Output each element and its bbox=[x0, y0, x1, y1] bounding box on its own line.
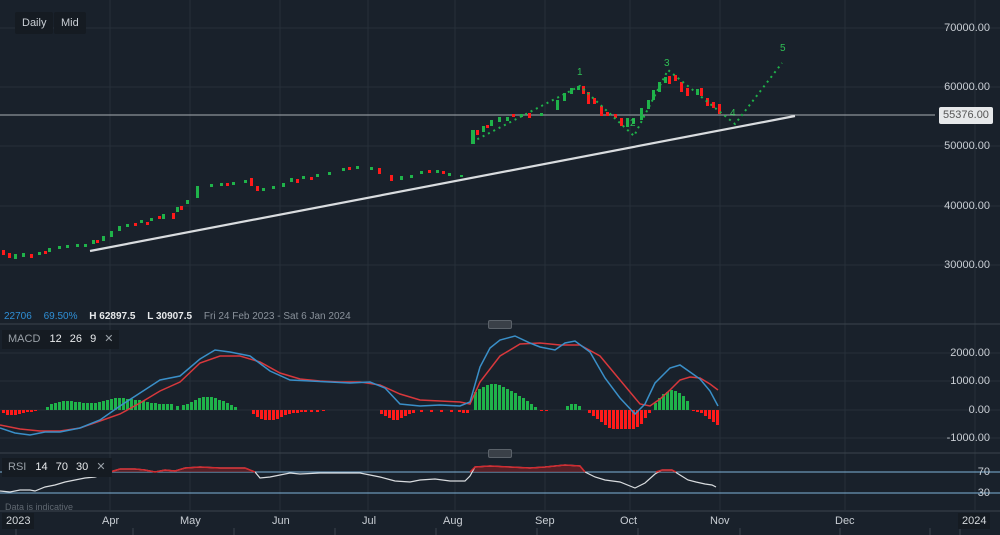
rsi-axis-label: 30 bbox=[977, 487, 990, 499]
macd-param-slow: 26 bbox=[69, 333, 83, 345]
macd-signal-line bbox=[0, 342, 719, 432]
macd-line bbox=[0, 335, 719, 436]
wave-label-5: 5 bbox=[780, 43, 786, 54]
price-axis-label: 50000.00 bbox=[944, 140, 990, 152]
x-axis-month: Sep bbox=[535, 515, 555, 527]
x-axis-month: Jul bbox=[362, 515, 377, 527]
volume-value: 22706 bbox=[4, 311, 32, 322]
wave-label-3: 3 bbox=[664, 58, 670, 69]
x-axis-month: Nov bbox=[710, 515, 730, 527]
rsi-param-lower: 30 bbox=[76, 461, 89, 473]
macd-param-fast: 12 bbox=[49, 333, 62, 345]
data-indicative-note: Data is indicative bbox=[5, 502, 74, 512]
price-axis-label: 60000.00 bbox=[944, 81, 990, 93]
x-axis-end-year: 2024 bbox=[958, 513, 991, 529]
low-value: L 30907.5 bbox=[147, 311, 193, 322]
wave-label-2: 2 bbox=[630, 118, 636, 129]
macd-axis-label: 1000.00 bbox=[950, 375, 990, 387]
elliott-wave-path bbox=[471, 62, 783, 143]
price-axis-label: 40000.00 bbox=[944, 200, 990, 212]
rsi-indicator-label[interactable]: RSI 14 70 30 ✕ bbox=[2, 458, 112, 477]
macd-name: MACD bbox=[8, 333, 41, 345]
panel-resize-handle[interactable] bbox=[488, 320, 512, 329]
x-axis-month: May bbox=[180, 515, 201, 527]
rsi-axis-label: 70 bbox=[977, 466, 990, 478]
rsi-param-period: 14 bbox=[35, 461, 48, 473]
support-trendline bbox=[89, 114, 796, 253]
macd-histogram bbox=[2, 384, 719, 429]
timeframe-mid-button[interactable]: Mid bbox=[54, 12, 86, 34]
macd-indicator-label[interactable]: MACD 12 26 9 ✕ bbox=[2, 330, 120, 349]
macd-axis-label: -1000.00 bbox=[946, 432, 990, 444]
x-axis-month: Aug bbox=[443, 515, 463, 527]
x-axis-month: Oct bbox=[620, 515, 638, 527]
price-axis-label: 30000.00 bbox=[944, 259, 990, 271]
current-price-tag: 55376.00 bbox=[939, 107, 993, 124]
rsi-param-upper: 70 bbox=[55, 461, 68, 473]
panel-resize-handle[interactable] bbox=[488, 449, 512, 458]
x-axis-month: Apr bbox=[102, 515, 120, 527]
x-axis-month: Dec bbox=[835, 515, 855, 527]
x-axis-start-year: 2023 bbox=[2, 513, 35, 529]
wave-label-4: 4 bbox=[730, 108, 736, 119]
rsi-name: RSI bbox=[8, 461, 27, 473]
candles bbox=[2, 75, 721, 259]
price-axis-label: 70000.00 bbox=[944, 22, 990, 34]
high-value: H 62897.5 bbox=[89, 311, 136, 322]
rsi-close-icon[interactable]: ✕ bbox=[96, 461, 106, 473]
macd-close-icon[interactable]: ✕ bbox=[104, 333, 114, 345]
macd-axis-label: 2000.00 bbox=[950, 347, 990, 359]
wave-label-1: 1 bbox=[577, 67, 583, 78]
price-info-bar: 22706 69.50% H 62897.5 L 30907.5 Fri 24 … bbox=[4, 311, 360, 322]
macd-axis-label: 0.00 bbox=[968, 404, 990, 416]
macd-param-signal: 9 bbox=[90, 333, 97, 345]
date-range: Fri 24 Feb 2023 - Sat 6 Jan 2024 bbox=[203, 311, 351, 322]
timeframe-daily-button[interactable]: Daily bbox=[15, 12, 54, 34]
x-axis-month: Jun bbox=[272, 515, 290, 527]
percent-value: 69.50% bbox=[43, 311, 78, 322]
